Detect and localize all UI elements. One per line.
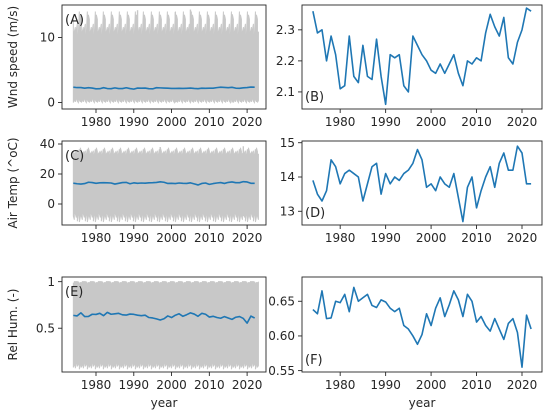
x-tick-label: 1990: [370, 115, 401, 129]
x-tick-label: 1990: [119, 115, 150, 129]
raw-series-e: [72, 281, 259, 370]
x-tick-label: 2000: [156, 115, 187, 129]
x-tick-label: 2010: [461, 115, 492, 129]
plot-area-d: [312, 145, 532, 223]
x-tick-label: 1990: [370, 378, 401, 392]
x-tick-label: 2010: [194, 115, 225, 129]
y-tick-label: 0.60: [268, 329, 295, 343]
x-tick-label: 2010: [461, 378, 492, 392]
x-tick-label: 2000: [416, 378, 447, 392]
x-tick-label: 1990: [370, 231, 401, 245]
panel-d: 1980 1990 2000 2010 2020 13 14 15 (D): [280, 136, 543, 245]
x-tick-label: 2000: [416, 115, 447, 129]
panel-label-f: (F): [305, 353, 323, 368]
y-tick-label: 10: [40, 31, 55, 45]
plot-area-b: [312, 7, 532, 106]
y-tick-label: 1: [47, 275, 55, 289]
series-line-c: [73, 180, 255, 186]
panel-f: 1980 1990 2000 2010 2020 0.55 0.60 0.65 (F) year: [268, 276, 543, 410]
x-tick-label: 2020: [232, 115, 263, 129]
plot-area-c: [72, 146, 259, 223]
y-tick-label: 15: [280, 136, 295, 150]
y-tick-label: 0: [47, 197, 55, 211]
x-tick-label: 2020: [507, 231, 538, 245]
x-tick-label: 2010: [194, 231, 225, 245]
panel-b: 1980 1990 2000 2010 2020 2.1 2.2 2.3 (B): [276, 4, 543, 129]
x-tick-label: 1990: [119, 378, 150, 392]
plot-area-e: [72, 281, 259, 370]
axes-frame-b: [301, 4, 543, 110]
axes-frame-e: [61, 276, 267, 373]
y-tick-label: 0: [47, 96, 55, 110]
x-tick-label: 1980: [325, 115, 356, 129]
y-tick-label: 40: [40, 137, 55, 151]
y-tick-label: 20: [40, 167, 55, 181]
y-tick-label: 2.3: [276, 23, 295, 37]
y-tick-label: 2.1: [276, 85, 295, 99]
series-line-d: [312, 145, 532, 223]
x-tick-label: 2010: [461, 231, 492, 245]
x-tick-label: 1980: [325, 231, 356, 245]
plot-area-a: [72, 9, 259, 104]
series-line-e: [73, 311, 256, 324]
y-axis-label-a: Wnd speed (m/s): [6, 6, 20, 108]
x-tick-label: 1980: [81, 115, 112, 129]
y-axis-label-e: Rel Hum. (-): [6, 289, 20, 361]
x-tick-label: 1980: [81, 231, 112, 245]
axes-frame-d: [301, 140, 543, 226]
y-tick-label: 0.55: [268, 364, 295, 378]
x-tick-label: 1990: [119, 231, 150, 245]
panel-c: 1980 1990 2000 2010 2020 0 20 40 (C) Air Temp (^o…: [6, 137, 267, 245]
x-tick-label: 2020: [507, 378, 538, 392]
panel-label-b: (B): [305, 90, 324, 105]
y-tick-label: 0.65: [268, 294, 295, 308]
x-tick-label: 2000: [156, 378, 187, 392]
y-tick-label: 0.5: [36, 321, 55, 335]
series-line-b: [312, 7, 532, 106]
series-line-a: [73, 86, 255, 90]
panel-a: 1980 1990 2000 2010 2020 0 10 (A) Wnd speed (m/s…: [6, 4, 267, 129]
x-tick-label: 2000: [156, 231, 187, 245]
x-tick-label: 2010: [194, 378, 225, 392]
panel-label-c: (C): [65, 149, 84, 164]
panel-e: 1980 1990 2000 2010 2020 0.5 1 (E) Rel Hum. (-) y…: [6, 275, 267, 410]
y-axis-label-c: Air Temp (^oC): [6, 137, 20, 228]
series-line-f: [312, 286, 532, 368]
x-axis-label-f: year: [409, 396, 436, 410]
x-tick-label: 1980: [81, 378, 112, 392]
x-axis-label-e: year: [151, 396, 178, 410]
x-tick-label: 2020: [507, 115, 538, 129]
axes-frame-f: [301, 276, 543, 373]
axes-frame-c: [61, 140, 267, 226]
x-tick-label: 1980: [325, 378, 356, 392]
raw-series-a: [72, 11, 259, 104]
plot-area-f: [312, 286, 532, 368]
panel-label-d: (D): [305, 206, 325, 221]
panel-label-e: (E): [65, 285, 83, 300]
raw-series-c: [72, 147, 259, 223]
x-tick-label: 2020: [232, 231, 263, 245]
y-tick-label: 13: [280, 204, 295, 218]
x-tick-label: 2000: [416, 231, 447, 245]
y-tick-label: 14: [280, 170, 295, 184]
panel-label-a: (A): [65, 13, 84, 28]
axes-frame-a: [61, 4, 267, 110]
y-tick-label: 2.2: [276, 54, 295, 68]
x-tick-label: 2020: [232, 378, 263, 392]
